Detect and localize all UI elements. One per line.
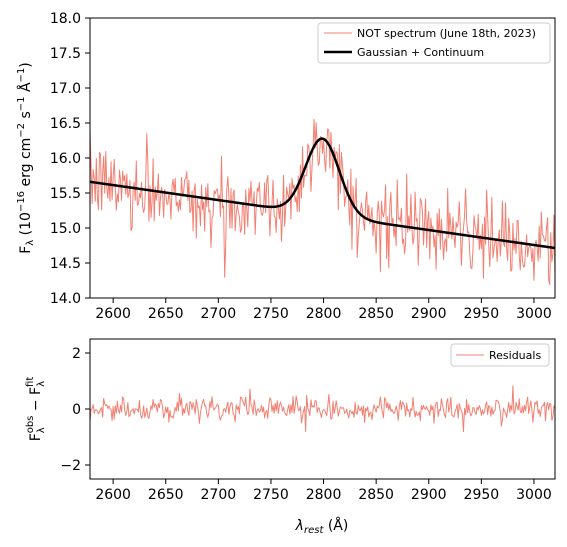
spectrum-panel: 2600 2650 2700 2750 2800 2850 2900 2950 3000 14.0… bbox=[16, 11, 556, 322]
residuals-x-tick-label: 2750 bbox=[253, 487, 289, 503]
x-axis-label: λrest (Å) bbox=[295, 517, 349, 536]
spectrum-x-tick-label: 2650 bbox=[148, 306, 184, 322]
residuals-x-tick-label: 2800 bbox=[306, 487, 342, 503]
spectrum-y-tick-label: 15.0 bbox=[50, 221, 81, 237]
residuals-plot-frame bbox=[89, 338, 556, 480]
spectrum-y-tick-label: 18.0 bbox=[50, 11, 81, 27]
spectrum-plot-frame bbox=[89, 17, 556, 299]
spectrum-legend: NOT spectrum (June 18th, 2023) Gaussian … bbox=[317, 22, 551, 64]
residuals-x-tick-label: 2900 bbox=[411, 487, 447, 503]
spectrum-y-tick-label: 17.0 bbox=[50, 81, 81, 97]
spectrum-y-tick-label: 14.5 bbox=[50, 256, 81, 272]
residuals-y-axis-label: Fλobs − Fλfit bbox=[25, 377, 47, 442]
spectrum-x-tick-label: 2900 bbox=[411, 306, 447, 322]
spectrum-x-tick-label: 3000 bbox=[516, 306, 552, 322]
residuals-panel: 2600 2650 2700 2750 2800 2850 2900 2950 3000 −2 0 2… bbox=[25, 338, 556, 536]
residuals-x-tick-label: 2850 bbox=[358, 487, 394, 503]
residuals-y-tick-label: 2 bbox=[72, 346, 81, 362]
residuals-x-tick-label: 3000 bbox=[516, 487, 552, 503]
spectrum-y-tick-label: 14.0 bbox=[50, 291, 81, 307]
residuals-line bbox=[90, 385, 555, 433]
spectrum-line bbox=[90, 118, 555, 285]
residuals-x-tick-label: 2650 bbox=[148, 487, 184, 503]
spectrum-x-tick-label: 2700 bbox=[201, 306, 237, 322]
residuals-y-tick-label: 0 bbox=[72, 402, 81, 418]
residuals-x-tick-label: 2950 bbox=[464, 487, 500, 503]
residuals-x-tick-label: 2700 bbox=[201, 487, 237, 503]
legend-model-label: Gaussian + Continuum bbox=[357, 46, 484, 59]
spectrum-y-tick-label: 15.5 bbox=[50, 186, 81, 202]
residuals-y-tick-label: −2 bbox=[60, 458, 81, 474]
spectrum-y-tick-label: 16.0 bbox=[50, 151, 81, 167]
spectrum-x-tick-label: 2950 bbox=[464, 306, 500, 322]
legend-residuals-label: Residuals bbox=[489, 349, 541, 362]
spectrum-y-tick-label: 16.5 bbox=[50, 116, 81, 132]
model-fit-line bbox=[90, 137, 555, 250]
legend-spectrum-label: NOT spectrum (June 18th, 2023) bbox=[357, 27, 536, 40]
residuals-x-tick-label: 2600 bbox=[95, 487, 131, 503]
spectrum-x-tick-label: 2850 bbox=[358, 306, 394, 322]
spectrum-x-tick-label: 2750 bbox=[253, 306, 289, 322]
spectrum-y-tick-label: 17.5 bbox=[50, 46, 81, 62]
spectrum-legend-box bbox=[317, 22, 551, 64]
spectrum-x-tick-label: 2800 bbox=[306, 306, 342, 322]
spectrum-x-tick-label: 2600 bbox=[95, 306, 131, 322]
spectrum-y-axis-label: Fλ (10−16 erg cm−2 s−1 Å−1) bbox=[16, 62, 36, 254]
residuals-legend-box bbox=[450, 343, 550, 367]
residuals-legend: Residuals bbox=[450, 343, 550, 367]
